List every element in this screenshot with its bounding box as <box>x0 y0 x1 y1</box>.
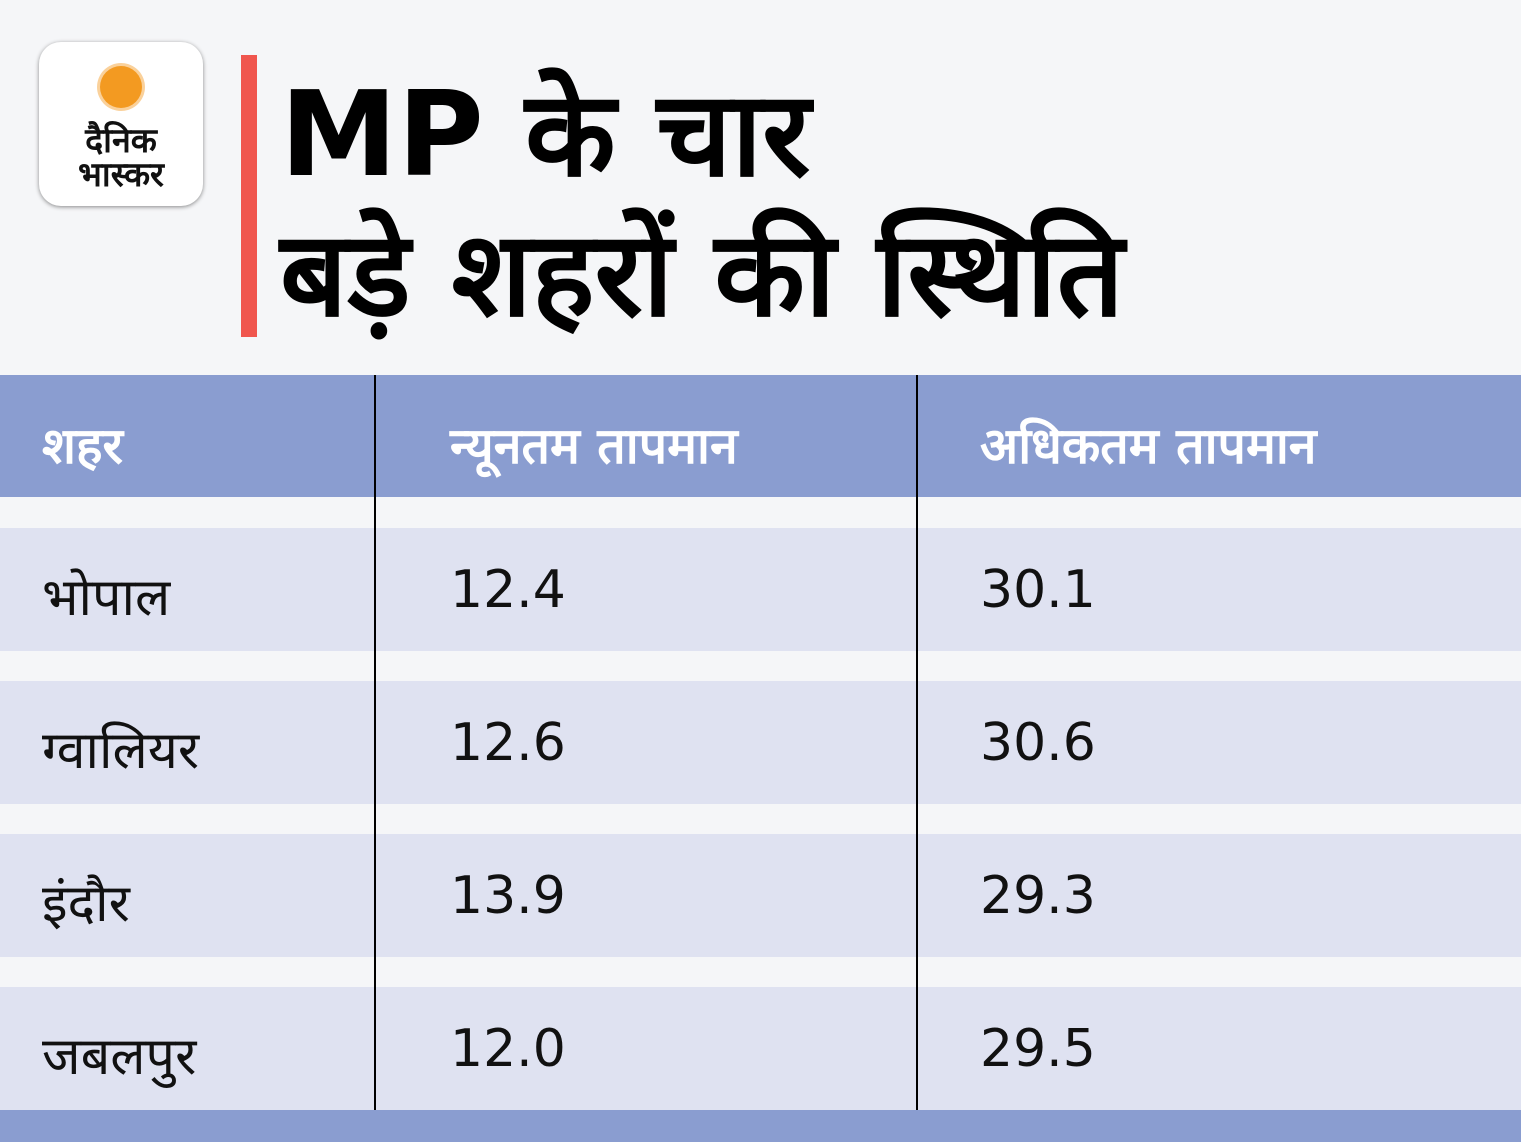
title-accent-bar <box>241 55 257 337</box>
cell-min-temp: 13.9 <box>450 866 566 926</box>
cell-max-temp: 30.1 <box>980 560 1096 620</box>
cell-city: भोपाल <box>42 568 171 628</box>
cell-max-temp: 29.3 <box>980 866 1096 926</box>
logo-line2: भास्कर <box>78 155 164 195</box>
table-row <box>0 528 1521 651</box>
table-footer <box>0 1110 1521 1142</box>
header-max-temp: अधिकतम तापमान <box>980 417 1317 475</box>
cell-city: ग्वालियर <box>42 721 200 781</box>
cell-min-temp: 12.6 <box>450 713 566 773</box>
cell-max-temp: 30.6 <box>980 713 1096 773</box>
dainik-bhaskar-logo: दैनिक भास्कर <box>39 42 203 206</box>
title-line2: बड़े शहरों की स्थिति <box>280 205 1124 343</box>
cell-city: जबलपुर <box>42 1027 197 1087</box>
column-divider <box>374 375 376 1110</box>
cell-min-temp: 12.0 <box>450 1019 566 1079</box>
logo-line1: दैनिक <box>85 121 157 161</box>
column-divider <box>916 375 918 1110</box>
table-row <box>0 987 1521 1110</box>
sun-icon <box>100 66 142 108</box>
table-row <box>0 834 1521 957</box>
header-city: शहर <box>42 417 123 475</box>
table-header <box>0 375 1521 497</box>
table-row <box>0 681 1521 804</box>
cell-min-temp: 12.4 <box>450 560 566 620</box>
header-min-temp: न्यूनतम तापमान <box>450 417 738 475</box>
title-line1: MP के चार <box>280 65 811 203</box>
cell-max-temp: 29.5 <box>980 1019 1096 1079</box>
cell-city: इंदौर <box>42 874 130 934</box>
